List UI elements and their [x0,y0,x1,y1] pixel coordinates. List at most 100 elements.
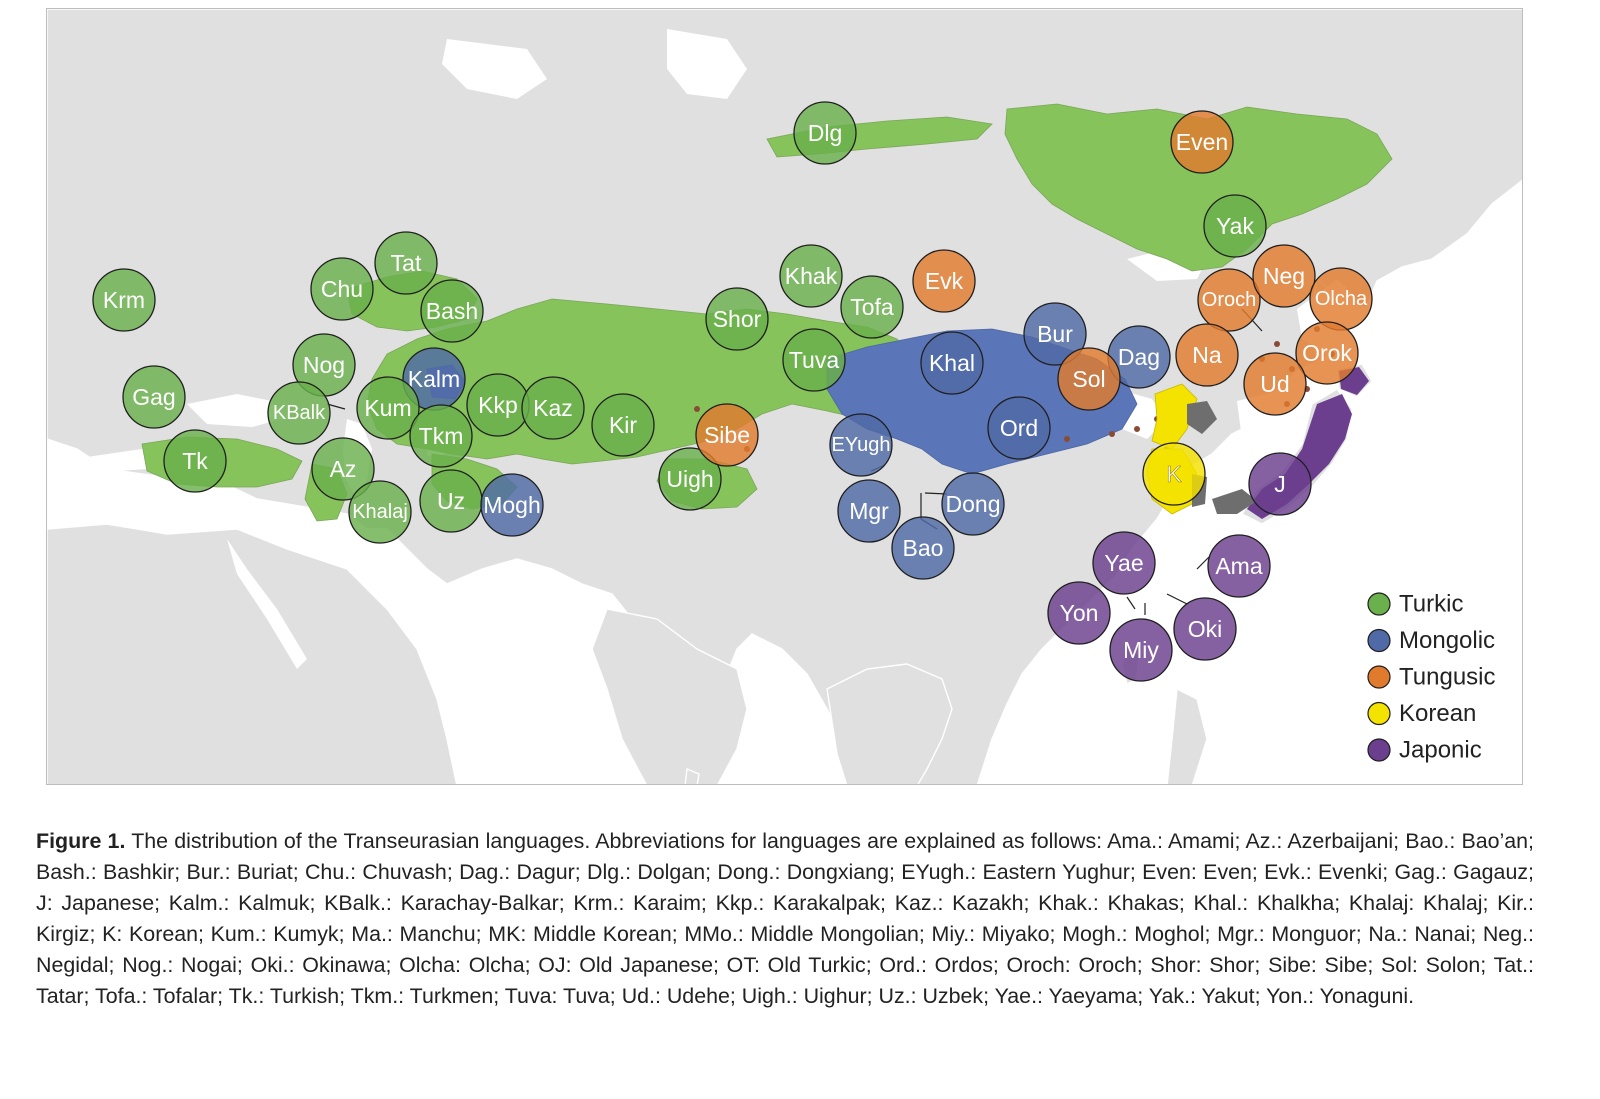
caption-text: The distribution of the Transeurasian la… [36,829,1534,1008]
language-circle [920,331,984,395]
language-marker-krm: Krm [92,268,156,332]
language-label: Ord [1000,415,1038,441]
language-label: Kir [609,412,637,438]
legend-item-mongolic: Mongolic [1367,627,1495,654]
language-marker-yon: Yon [1047,581,1111,645]
legend-item-korean: Korean [1367,700,1476,727]
language-marker-bao: Bao [891,516,955,580]
language-marker-chu: Chu [310,257,374,321]
language-marker-shor: Shor [705,287,769,351]
grey-area-japan-west [1212,489,1257,514]
language-circle [1243,352,1307,416]
eurasia-map: Dlg Even Yak Krm Tat Chu Bash Nog Kalm Gag KBalk Ku… [47,9,1522,784]
language-label: Tofa [850,294,894,320]
language-circle [1142,442,1206,506]
language-marker-oki: Oki [1173,597,1237,661]
tungusic-dot [1134,426,1140,432]
language-label: Oki [1188,616,1223,642]
language-marker-kir: Kir [591,393,655,457]
language-marker-az: Az [311,437,375,501]
language-marker-miy: Miy [1109,618,1173,682]
language-label: Yak [1216,213,1254,239]
language-label: Dong [946,491,1001,517]
language-label: Tuva [789,347,839,373]
language-label: Khak [785,263,838,289]
language-circle [1023,302,1087,366]
language-marker-nog: Nog [292,333,356,397]
language-label: Mogh [483,492,541,518]
language-circle [163,429,227,493]
language-marker-orok: Orok [1295,321,1359,385]
language-marker-khak: Khak [779,244,843,308]
language-marker-yae: Yae [1092,531,1156,595]
language-marker-eyugh: EYugh [829,413,893,477]
language-label: KBalk [273,402,326,424]
language-label: Tk [182,448,208,474]
language-label: Dag [1118,344,1160,370]
language-marker-kaz: Kaz [521,376,585,440]
language-marker-dong: Dong [941,472,1005,536]
language-marker-bur: Bur [1023,302,1087,366]
language-label: Sibe [704,422,750,448]
language-circle [837,479,901,543]
language-marker-olcha: Olcha [1309,267,1373,331]
legend-label: Tungusic [1399,664,1496,691]
language-label: Uz [437,488,465,514]
language-marker-j: J [1248,452,1312,516]
language-circle [1248,452,1312,516]
legend-item-tungusic: Tungusic [1367,664,1496,691]
language-circle [409,404,473,468]
tungusic-dot [1274,341,1280,347]
legend-label: Turkic [1399,591,1463,618]
language-marker-dag: Dag [1107,325,1171,389]
language-circle [374,231,438,295]
language-circle [840,275,904,339]
leader-line [1126,596,1136,610]
language-circle [987,396,1051,460]
language-label: Sol [1072,366,1105,392]
language-marker-mogh: Mogh [480,473,544,537]
language-circle [1252,244,1316,308]
language-circle [1057,347,1121,411]
language-label: Bur [1037,321,1073,347]
language-label: Nog [303,352,345,378]
language-label: Chu [321,276,363,302]
language-label: Shor [713,306,762,332]
legend-swatch [1367,628,1391,653]
language-circle [1170,110,1234,174]
language-circle [1207,534,1271,598]
language-circle [1295,321,1359,385]
language-marker-k: K [1142,442,1206,506]
legend-label: Japonic [1399,737,1482,764]
language-circle [782,328,846,392]
language-marker-kbalk: KBalk [267,381,331,445]
land-arabia [47,523,458,784]
language-label: Kaz [533,395,573,421]
language-circle [311,437,375,501]
tungusic-dot [1064,436,1070,442]
language-label: Dlg [808,120,843,146]
language-label: Evk [925,268,964,294]
language-label: J [1274,471,1286,497]
language-label: K [1166,461,1182,487]
language-marker-dlg: Dlg [793,101,857,165]
language-label: Kkp [478,392,518,418]
language-marker-even: Even [1170,110,1234,174]
sea-white [442,39,547,99]
language-circle [267,381,331,445]
language-circle [521,376,585,440]
language-label: Ud [1260,371,1289,397]
land-philippines [1166,687,1208,784]
leader-line [326,403,346,410]
language-markers: Dlg Even Yak Krm Tat Chu Bash Nog Kalm Gag KBalk Ku… [92,101,1373,682]
language-marker-na: Na [1175,323,1239,387]
language-label: Orok [1302,340,1352,366]
legend-swatch [1367,738,1391,762]
language-label: Na [1192,342,1222,368]
language-circle [658,447,722,511]
sea-black [187,394,282,427]
language-label: Uigh [666,466,713,492]
land-indochina [826,663,953,784]
legend: Turkic Mongolic Tungusic Korean Japonic [1367,591,1496,764]
language-marker-ama: Ama [1207,534,1271,598]
